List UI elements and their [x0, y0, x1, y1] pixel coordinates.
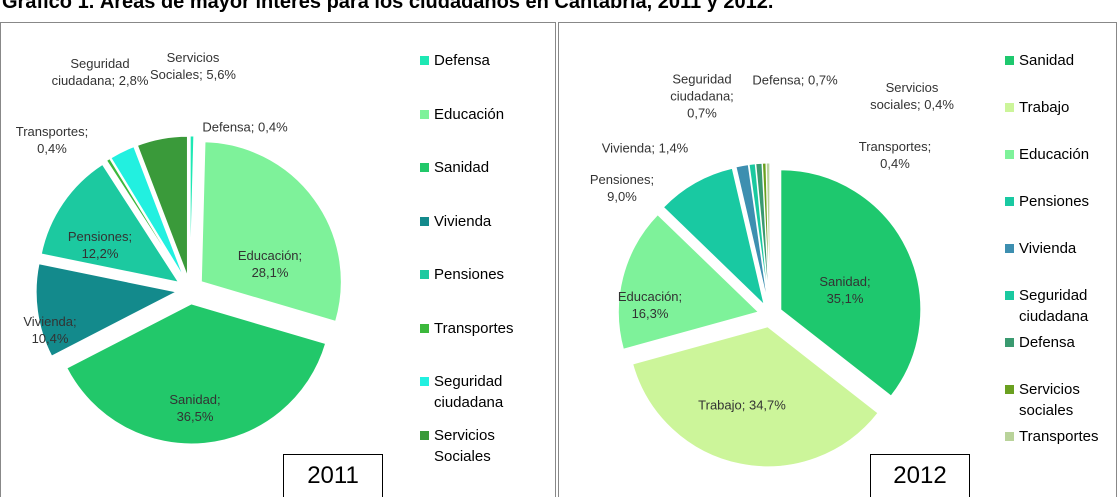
data-label: Seguridad ciudadana; 2,8% [51, 56, 149, 88]
data-label: Educación; 28,1% [237, 248, 303, 280]
legend-label: Trabajo [1019, 99, 1070, 116]
panel-frame [558, 22, 1117, 497]
legend-swatch [1005, 291, 1014, 300]
pie-slice [617, 213, 760, 350]
legend-swatch [420, 216, 429, 226]
legend-swatch [1005, 197, 1014, 206]
data-label: Servicios sociales; 0,4% [870, 80, 954, 112]
pie-slice [200, 141, 342, 322]
legend-swatch [420, 430, 429, 440]
data-label: Educación; 16,3% [617, 289, 683, 321]
legend-label: Transportes [1019, 428, 1099, 445]
legend-swatch [420, 56, 429, 65]
data-label: Sanidad; 36,5% [169, 392, 221, 424]
legend-label: Vivienda [1019, 240, 1077, 257]
pie-slice [66, 303, 327, 445]
legend-swatch [420, 163, 429, 172]
pie-slice [40, 163, 180, 283]
legend-swatch [1005, 432, 1014, 441]
legend-label: Pensiones [434, 266, 505, 283]
pie-slice [189, 135, 195, 277]
data-label: Defensa; 0,4% [202, 119, 288, 135]
legend-label: Seguridad ciudadana [1019, 287, 1089, 325]
legend-swatch [420, 270, 429, 279]
data-label: Servicios Sociales; 5,6% [150, 50, 236, 82]
legend-swatch [420, 323, 429, 333]
legend-label: Educación [434, 105, 505, 123]
year-annotation: 2011 [283, 454, 383, 497]
pie-slice [662, 167, 765, 307]
legend-label: Sanidad [434, 159, 490, 176]
legend-label: Transportes [434, 319, 514, 337]
legend-swatch [1005, 338, 1014, 347]
legend-swatch [420, 109, 429, 119]
legend-swatch [420, 377, 429, 386]
legend-swatch [1005, 150, 1014, 159]
legend-label: Defensa [434, 52, 490, 69]
pie-slice [632, 326, 879, 468]
pie-slice [765, 162, 771, 304]
page-title: Gráfico 1. Áreas de mayor interés para l… [2, 0, 774, 13]
legend-swatch [1005, 385, 1014, 394]
data-label: Trabajo; 34,7% [698, 397, 786, 413]
data-label: Vivienda; 10,4% [23, 314, 77, 346]
data-label: Defensa; 0,7% [752, 72, 838, 88]
pie-slice [780, 169, 922, 397]
year-annotation: 2012 [870, 454, 970, 497]
data-label: Transportes; 0,4% [858, 139, 932, 171]
legend-label: Pensiones [1019, 193, 1090, 210]
legend-label: Sanidad [1019, 52, 1075, 69]
legend-label: Seguridad ciudadana [434, 373, 504, 411]
panel-frame [0, 22, 556, 497]
legend-label: Vivienda [434, 212, 492, 230]
pie-slice [105, 157, 183, 279]
pie-slice [735, 164, 769, 304]
legend-swatch [1005, 103, 1014, 112]
data-label: Pensiones; 12,2% [67, 229, 133, 261]
legend-label: Servicios Sociales [434, 426, 495, 465]
legend-swatch [1005, 56, 1014, 65]
data-label: Transportes; 0,4% [15, 124, 89, 156]
pie-slice [35, 263, 178, 357]
pie-slice [136, 135, 188, 277]
legend-label: Educación [1019, 146, 1090, 163]
pie-slice [110, 146, 185, 278]
data-label: Seguridad ciudadana; 0,7% [670, 71, 734, 121]
legend-label: Defensa [1019, 334, 1075, 351]
data-label: Pensiones; 9,0% [589, 172, 655, 204]
data-label: Vivienda; 1,4% [601, 140, 689, 156]
data-label: Sanidad; 35,1% [819, 274, 871, 306]
legend-swatch [1005, 244, 1014, 253]
legend-label: Servicios sociales [1019, 381, 1080, 419]
pie-slice [748, 163, 770, 304]
